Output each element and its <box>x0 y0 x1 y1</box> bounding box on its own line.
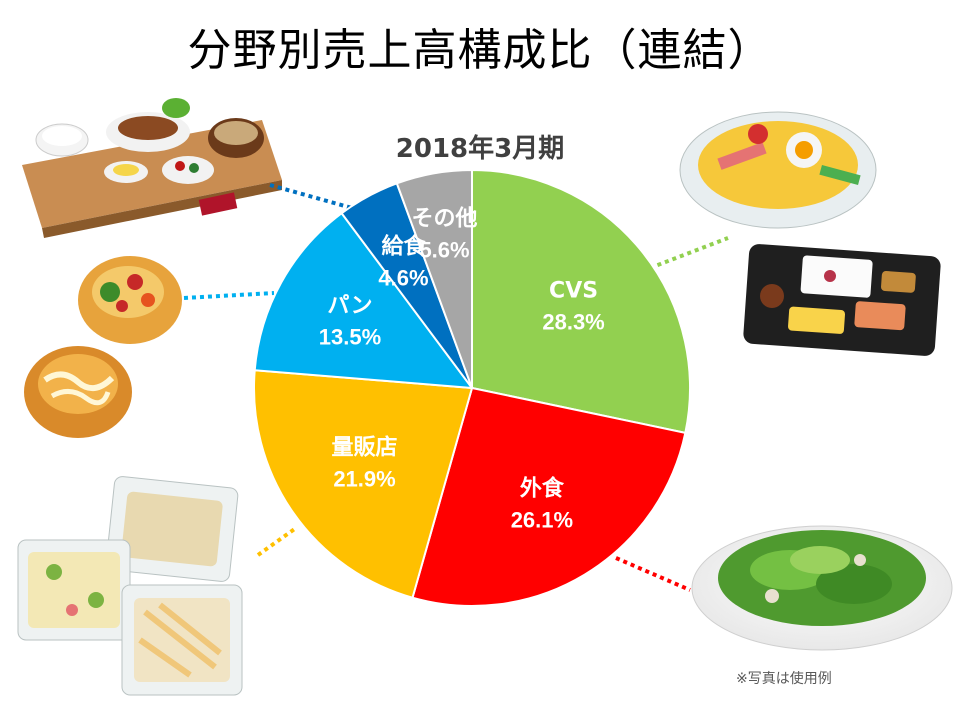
green-salad-photo <box>691 525 953 651</box>
slice-label-5: その他 <box>412 206 478 231</box>
leader-line-gaishoku <box>615 556 691 592</box>
slice-value-2: 21.9% <box>333 467 395 492</box>
pie-slice-1 <box>411 386 687 607</box>
hiyashi-chuka-photo <box>679 111 877 229</box>
slice-label-3: パン <box>327 293 372 318</box>
slice-value-4: 4.6% <box>378 265 428 290</box>
pie-slice-0 <box>471 168 691 435</box>
slice-value-0: 28.3% <box>542 310 604 335</box>
photo-note: ※写真は使用例 <box>736 671 832 687</box>
slice-value-1: 26.1% <box>511 508 573 533</box>
slice-label-1: 外食 <box>520 476 565 502</box>
slice-label-0: CVS <box>549 279 598 304</box>
pizza-bread-photo <box>78 256 182 344</box>
mayo-bread-photo <box>24 346 132 438</box>
pie-slice-3 <box>253 211 475 390</box>
pie-slice-2 <box>253 369 474 599</box>
leader-line-cvs <box>649 236 729 270</box>
teishoku-tray-photo <box>22 98 282 238</box>
leader-line-pan <box>183 291 275 300</box>
slice-value-5: 5.6% <box>419 237 469 262</box>
slice-value-3: 13.5% <box>319 324 381 349</box>
page-title: 分野別売上高構成比（連結） <box>187 25 773 76</box>
salad-packs-photo <box>17 476 243 696</box>
slice-label-4: 給食 <box>381 233 426 259</box>
slice-label-2: 量販店 <box>332 436 398 461</box>
chart-subtitle: 2018年3月期 <box>395 134 565 164</box>
leader-line-kyushoku <box>269 183 353 210</box>
bento-box-photo <box>743 244 941 356</box>
pie-slice-5 <box>395 168 473 389</box>
leader-line-ryohanten <box>256 526 298 557</box>
